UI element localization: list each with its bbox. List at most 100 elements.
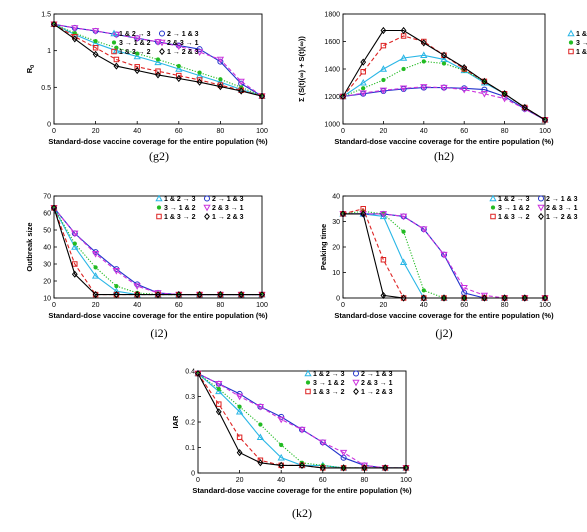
data-point-5 xyxy=(196,78,203,86)
data-point-3 xyxy=(420,226,428,233)
data-point-0 xyxy=(215,387,223,395)
legend-marker-2 xyxy=(568,40,574,45)
data-point-2 xyxy=(93,38,98,44)
y-tick-label: 30 xyxy=(43,262,51,269)
legend-label-0: 1 & 2 → 3 xyxy=(164,196,196,203)
legend-label-4: 1 & 3 → 2 xyxy=(313,389,345,396)
legend-marker-4 xyxy=(111,48,117,55)
legend-marker-0 xyxy=(304,369,312,377)
series-line-3 xyxy=(53,207,262,296)
data-point-5 xyxy=(71,270,78,278)
data-point-5 xyxy=(521,294,528,302)
x-tick-label: 20 xyxy=(380,128,388,135)
data-point-5 xyxy=(257,459,264,467)
data-point-3 xyxy=(91,251,100,258)
data-point-5 xyxy=(360,58,367,66)
x-tick-label: 60 xyxy=(175,128,183,135)
data-point-3 xyxy=(440,251,448,259)
data-point-2 xyxy=(155,57,161,62)
x-tick-label: 20 xyxy=(92,302,100,309)
data-point-3 xyxy=(319,439,327,447)
legend-label-4: 1 & 3 → 2 xyxy=(576,49,587,56)
panel-caption: (j2) xyxy=(435,326,452,340)
x-tick-label: 100 xyxy=(256,128,268,135)
x-tick-label: 80 xyxy=(217,302,225,309)
legend-marker-0 xyxy=(567,29,575,37)
data-point-0 xyxy=(379,65,388,72)
plot-frame xyxy=(53,13,263,125)
x-tick-label: 20 xyxy=(236,477,244,484)
data-point-2 xyxy=(421,288,426,293)
data-point-5 xyxy=(113,290,120,299)
series-line-0 xyxy=(53,23,263,97)
x-axis-label: Standard-dose vaccine coverage for the e… xyxy=(334,311,554,320)
plot-frame xyxy=(342,13,546,125)
data-point-2 xyxy=(237,404,242,409)
data-point-4 xyxy=(360,69,366,75)
data-point-2 xyxy=(197,70,202,75)
legend-label-0: 1 & 2 → 3 xyxy=(119,31,151,38)
data-point-5 xyxy=(340,92,346,101)
data-point-3 xyxy=(71,25,79,32)
legend-label-3: 2 & 3 → 1 xyxy=(167,40,199,47)
panel-caption: (g2) xyxy=(149,149,169,163)
data-point-5 xyxy=(382,464,389,472)
data-point-5 xyxy=(441,294,447,302)
x-tick-label: 100 xyxy=(539,128,551,135)
y-tick-label: 1800 xyxy=(324,12,340,19)
chart-panel-3: 0 20 40 60 80 100 0 10 20 30 40 Standard-dose vacci… xyxy=(319,194,578,341)
legend: 1 & 2 → 3 2 → 1 & 3 3 → 1 & 2 2 & 3 → 1 1 & … xyxy=(489,194,578,221)
data-point-2 xyxy=(114,283,119,289)
series-line-1 xyxy=(197,373,406,469)
x-axis-label: Standard-dose vaccine coverage for the e… xyxy=(48,137,268,146)
y-axis-label: IAR xyxy=(171,415,180,429)
data-point-4 xyxy=(176,72,182,79)
legend-label-1: 2 → 1 & 3 xyxy=(546,196,578,203)
data-point-0 xyxy=(133,52,141,60)
data-point-3 xyxy=(112,31,121,39)
data-point-4 xyxy=(72,261,78,267)
data-point-5 xyxy=(380,26,387,35)
data-point-5 xyxy=(319,464,326,472)
x-tick-label: 100 xyxy=(400,477,412,484)
data-point-3 xyxy=(133,283,141,290)
x-tick-label: 0 xyxy=(341,302,345,309)
legend-marker-3 xyxy=(203,204,211,212)
x-tick-label: 40 xyxy=(133,128,141,135)
legend-marker-0 xyxy=(155,194,163,202)
legend-marker-1 xyxy=(158,30,166,37)
data-point-3 xyxy=(195,49,204,56)
data-point-5 xyxy=(340,210,346,218)
data-point-3 xyxy=(91,28,100,35)
legend-label-5: 1 → 2 & 3 xyxy=(212,214,244,221)
data-point-5 xyxy=(360,210,367,218)
x-axis-label: Standard-dose vaccine coverage for the e… xyxy=(334,137,554,146)
legend-label-1: 2 → 1 & 3 xyxy=(167,31,199,38)
data-point-3 xyxy=(237,78,245,86)
data-point-0 xyxy=(112,287,121,294)
y-tick-label: 0.4 xyxy=(185,369,195,376)
data-point-5 xyxy=(134,66,141,75)
x-tick-label: 100 xyxy=(256,302,268,309)
data-point-4 xyxy=(134,64,140,70)
data-point-1 xyxy=(196,46,203,53)
data-point-5 xyxy=(175,290,182,299)
legend-label-1: 2 → 1 & 3 xyxy=(212,196,244,203)
series-line-3 xyxy=(197,373,406,469)
x-tick-label: 80 xyxy=(501,128,509,135)
chart-panel-4: 0 20 40 60 80 100 0 0.1 0.2 0.3 0.4 Standard-dose v… xyxy=(171,369,412,521)
y-axis-label: Peaking time xyxy=(319,224,328,270)
data-point-4 xyxy=(113,56,120,63)
data-point-5 xyxy=(134,290,141,299)
y-tick-label: 1.5 xyxy=(41,12,51,19)
data-point-5 xyxy=(441,51,447,59)
y-tick-label: 40 xyxy=(332,194,340,201)
data-point-5 xyxy=(51,204,57,212)
data-point-3 xyxy=(420,84,428,91)
legend-marker-3 xyxy=(537,204,545,212)
series-line-5 xyxy=(197,373,406,469)
y-tick-label: 1600 xyxy=(324,39,340,46)
data-point-5 xyxy=(217,82,224,91)
legend-label-0: 1 & 2 → 3 xyxy=(576,31,587,38)
data-point-3 xyxy=(399,85,408,93)
